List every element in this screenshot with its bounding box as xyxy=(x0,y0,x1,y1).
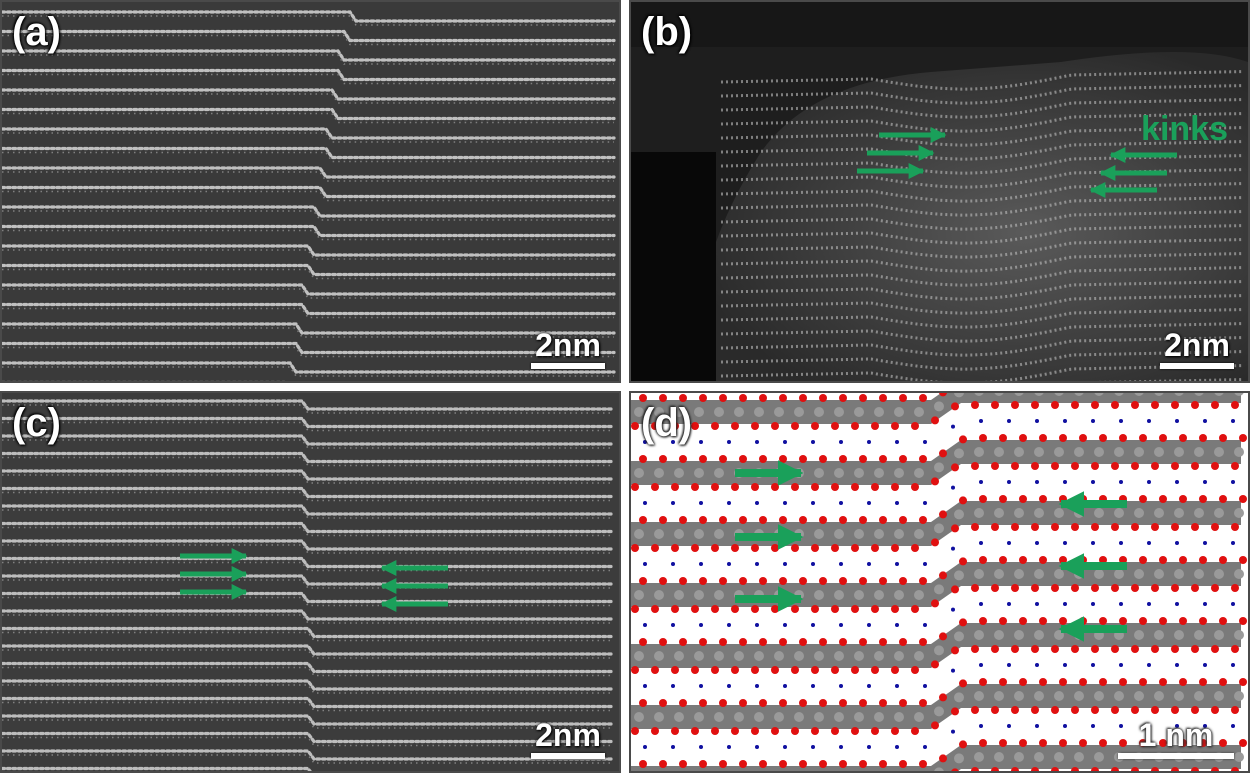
lattice-image-c xyxy=(2,393,619,771)
scale-bar-line-a xyxy=(531,363,605,369)
scale-bar-label-b: 2nm xyxy=(1164,327,1230,363)
panel-d-atomic-model: (d) 1 nm xyxy=(629,391,1250,773)
panel-c-haadf-image: (c) 2nm xyxy=(0,391,621,773)
scale-bar-a: 2nm xyxy=(531,329,605,369)
scale-bar-c: 2nm xyxy=(531,719,605,759)
panel-label-b: (b) xyxy=(641,10,693,54)
panel-label-d: (d) xyxy=(641,401,693,445)
panel-label-a: (a) xyxy=(12,10,61,54)
lattice-image-a xyxy=(2,2,619,381)
scale-bar-label-a: 2nm xyxy=(535,327,601,363)
panel-a-haadf-image: (a) 2nm xyxy=(0,0,621,383)
atomic-rows xyxy=(2,10,616,381)
lattice-image-b xyxy=(631,2,1248,381)
scale-bar-line-d xyxy=(1118,753,1234,759)
scale-bar-label-c: 2nm xyxy=(535,717,601,753)
panel-b-haadf-image: (b) kinks 2nm xyxy=(629,0,1250,383)
scale-bar-d: 1 nm xyxy=(1118,719,1234,759)
scale-bar-line-b xyxy=(1160,363,1234,369)
panel-label-c: (c) xyxy=(12,401,61,445)
scale-bar-label-d: 1 nm xyxy=(1138,717,1214,753)
scale-bar-line-c xyxy=(531,753,605,759)
atomic-rows xyxy=(2,399,616,771)
kinks-annotation: kinks xyxy=(1141,110,1228,148)
scale-bar-b: 2nm xyxy=(1160,329,1234,369)
atomic-model-d xyxy=(631,393,1248,771)
